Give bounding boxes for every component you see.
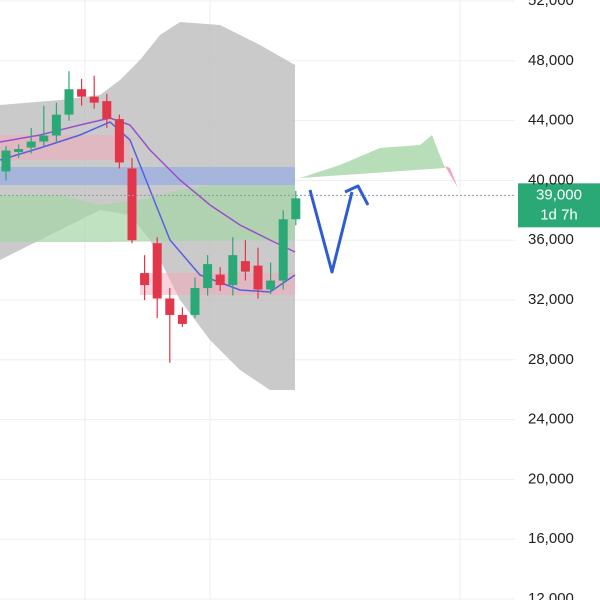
candle-body [77, 89, 87, 97]
candle-body [291, 198, 301, 220]
candle-body [1, 150, 11, 172]
y-tick-label: 52,000 [528, 0, 574, 9]
cloud [0, 185, 295, 242]
drawing-arrow [308, 184, 370, 274]
candle-body [253, 265, 263, 290]
y-tick-label: 12,000 [528, 590, 574, 600]
candle-body [177, 314, 187, 324]
y-tick-label: 24,000 [528, 411, 574, 428]
cloud-future-red [445, 166, 458, 188]
candle-body [152, 243, 162, 299]
y-tick-label: 40,000 [528, 171, 574, 188]
candle-body [240, 261, 250, 272]
cloud-future [300, 135, 445, 178]
y-tick-label: 32,000 [528, 291, 574, 308]
candle-body [51, 114, 61, 136]
y-tick-label: 44,000 [528, 112, 574, 129]
candle-body [278, 219, 288, 281]
y-tick-label: 36,000 [528, 231, 574, 248]
moving-average [0, 121, 296, 293]
candle-body [165, 298, 175, 315]
moving-average [0, 117, 296, 253]
y-tick-label: 28,000 [528, 351, 574, 368]
candle-body [64, 89, 74, 115]
last-price-label: 39,000 [536, 186, 582, 203]
y-tick-label: 16,000 [528, 530, 574, 547]
candle-body [203, 264, 213, 289]
candle-body [89, 96, 99, 103]
countdown: 1d 7h [540, 206, 578, 223]
candle-body [190, 288, 200, 315]
price-tag [518, 183, 600, 228]
candle-body [102, 101, 112, 120]
candle-body [140, 273, 150, 286]
candle-body [266, 280, 276, 290]
candle-body [215, 274, 225, 286]
y-tick-label: 48,000 [528, 52, 574, 69]
volume-zone [0, 167, 295, 185]
candle-body [228, 255, 238, 286]
candle-body [39, 135, 49, 142]
candle-body [114, 119, 124, 163]
y-tick-label: 20,000 [528, 470, 574, 487]
candle-body [14, 149, 24, 152]
candle-body [26, 141, 36, 148]
candle-body [127, 168, 137, 241]
